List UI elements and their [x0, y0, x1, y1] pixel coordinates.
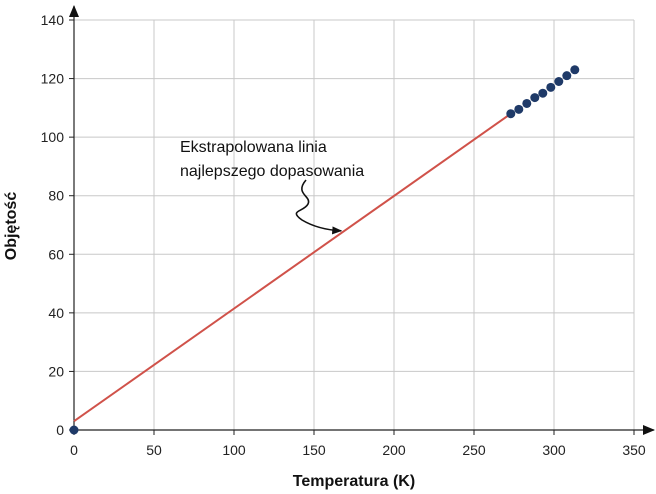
tick-labels: 0 50 100 150 200 250 300 350 0 20 40 60 80 100 120 140 — [41, 12, 646, 458]
y-tick-label-5: 100 — [41, 129, 65, 145]
data-point-2 — [514, 104, 524, 114]
y-axis-title: Objętość — [3, 192, 20, 261]
grid — [74, 19, 635, 430]
data-point-3 — [522, 98, 532, 108]
x-tick-label-6: 300 — [542, 442, 566, 458]
data-series — [69, 65, 580, 435]
data-point-7 — [554, 77, 564, 86]
x-tick-label-1: 50 — [146, 442, 162, 458]
data-point-6 — [546, 82, 556, 92]
x-tick-label-2: 100 — [222, 442, 246, 458]
annotation: Ekstrapolowana linia najlepszego dopasow… — [180, 139, 364, 235]
axes — [69, 5, 655, 435]
y-tick-label-4: 80 — [48, 188, 64, 204]
y-tick-label-7: 140 — [41, 12, 65, 28]
y-tick-label-1: 20 — [48, 363, 64, 379]
x-tick-label-3: 150 — [302, 442, 326, 458]
annotation-line-2: najlepszego dopasowania — [180, 163, 364, 180]
data-point-1 — [506, 109, 516, 119]
data-point-8 — [562, 71, 572, 81]
data-point-0 — [69, 425, 79, 435]
data-point-4 — [530, 93, 540, 103]
y-tick-label-6: 120 — [41, 71, 65, 87]
y-tick-label-3: 60 — [48, 246, 64, 262]
x-tick-label-0: 0 — [70, 442, 78, 458]
annotation-line-1: Ekstrapolowana linia — [180, 139, 327, 156]
x-axis-title: Temperatura (K) — [293, 473, 415, 490]
y-tick-label-0: 0 — [56, 422, 64, 438]
data-point-9 — [570, 65, 580, 75]
data-point-5 — [538, 88, 548, 98]
y-tick-label-2: 40 — [48, 305, 64, 321]
x-tick-label-4: 200 — [382, 442, 406, 458]
x-tick-label-7: 350 — [622, 442, 646, 458]
x-tick-label-5: 250 — [462, 442, 486, 458]
best-fit-line — [73, 112, 512, 423]
annotation-arrow — [295, 179, 343, 235]
